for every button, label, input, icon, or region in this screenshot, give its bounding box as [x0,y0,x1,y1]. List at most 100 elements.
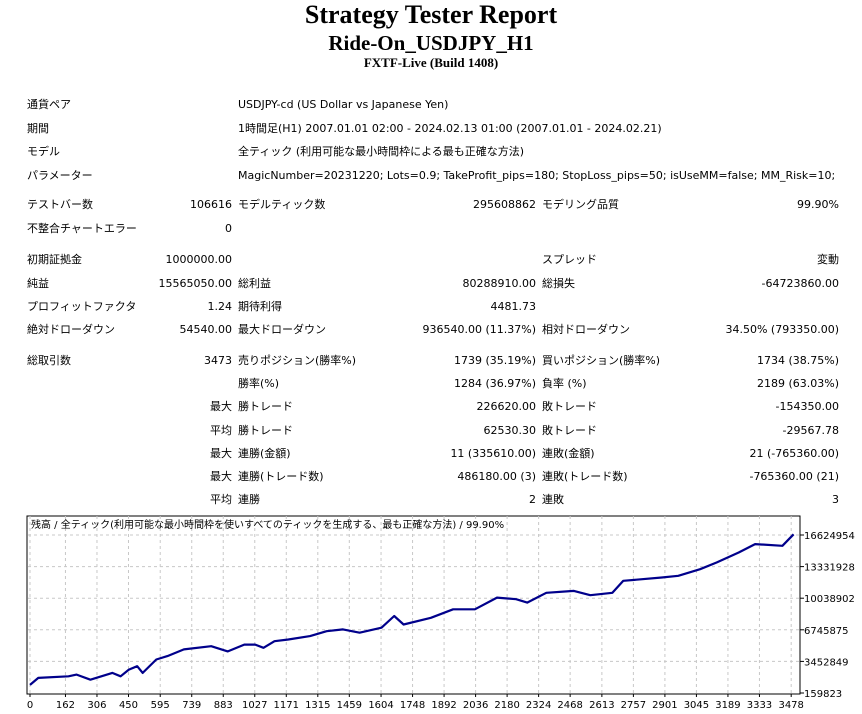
stat-label: 敗トレード [542,400,597,413]
x-tick-label: 1748 [400,700,425,711]
balance-chart: 159823 3452849 6745875 10038902 13331928 1662… [26,515,855,711]
stat-value: 1.24 [207,300,233,313]
stat-value: 平均 [210,424,232,437]
stat-label: 最大ドローダウン [238,323,326,336]
stat-value: 1739 (35.19%) [453,354,536,367]
stat-label: 不整合チャートエラー [27,222,137,235]
x-tick-label: 1892 [431,700,456,711]
stat-value: 15565050.00 [158,277,232,290]
x-tick-label: 2901 [652,700,677,711]
stat-label: 総利益 [238,277,271,290]
info-label: 通貨ペア [27,98,71,111]
x-tick-label: 2757 [621,700,646,711]
y-tick-label: 16624954 [804,531,855,542]
info-value: USDJPY-cd (US Dollar vs Japanese Yen) [238,98,449,111]
x-tick-label: 0 [27,700,33,711]
stat-label: 期待利得 [238,300,282,313]
stat-value: 80288910.00 [462,277,536,290]
stat-label: モデルティック数 [238,198,326,211]
stat-label: 総損失 [542,277,575,290]
x-tick-label: 3189 [715,700,740,711]
x-tick-label: 1604 [368,700,393,711]
stat-value: -29567.78 [782,424,839,437]
x-tick-label: 2324 [526,700,551,711]
stat-label: 勝トレード [238,400,293,413]
stat-value: 34.50% (793350.00) [725,323,839,336]
balance-line [29,533,795,686]
stat-label: 連勝(トレード数) [238,470,324,483]
stat-label: 売りポジション(勝率%) [238,354,357,367]
build-info: FXTF-Live (Build 1408) [363,55,499,70]
info-label: 期間 [27,122,49,135]
x-tick-label: 162 [56,700,75,711]
report-subtitle: Ride-On_USDJPY_H1 [328,31,534,55]
x-tick-label: 450 [119,700,138,711]
stat-value: 226620.00 [476,400,537,413]
stat-value: 3 [832,493,839,506]
stat-value: 62530.30 [483,424,537,437]
y-tick-label: 6745875 [804,626,849,637]
x-tick-label: 2036 [463,700,488,711]
x-tick-label: 595 [151,700,170,711]
stat-value: 平均 [210,493,232,506]
stat-label: 純益 [27,277,49,290]
stat-value: 295608862 [473,198,536,211]
info-value: 1時間足(H1) 2007.01.01 02:00 - 2024.02.13 0… [238,122,662,135]
stat-label: モデリング品質 [542,198,619,211]
stat-label: 連敗(トレード数) [542,470,628,483]
y-tick-label: 13331928 [804,563,855,574]
stat-value: 99.90% [797,198,839,211]
plot-frame [26,515,801,695]
stat-value: 1000000.00 [165,253,232,266]
y-tick-label: 159823 [804,689,842,700]
x-tick-label: 3333 [747,700,772,711]
stat-value: 54540.00 [179,323,233,336]
stat-value: 936540.00 (11.37%) [422,323,536,336]
info-label: モデル [27,145,60,158]
stat-value: -765360.00 (21) [749,470,839,483]
x-tick-label: 739 [182,700,201,711]
chart-title: 残高 / 全ティック(利用可能な最小時間枠を使いすべてのティックを生成する、最も… [31,518,504,531]
stat-label: 総取引数 [27,354,71,367]
stat-label: 相対ドローダウン [542,323,630,336]
info-label: パラメーター [27,169,93,182]
x-tick-label: 2468 [557,700,582,711]
stat-value: -64723860.00 [761,277,839,290]
x-tick-label: 3045 [684,700,709,711]
stat-label: 勝トレード [238,424,293,437]
stat-value: 2 [529,493,536,506]
stat-value: 21 (-765360.00) [749,447,839,460]
stat-value: -154350.00 [775,400,839,413]
stat-label: テストバー数 [27,198,93,211]
x-tick-label: 1459 [337,700,362,711]
stat-value: 0 [225,222,232,235]
stat-value: 486180.00 (3) [457,470,536,483]
x-tick-label: 1315 [305,700,330,711]
stat-label: 買いポジション(勝率%) [542,354,661,367]
stat-value: 11 (335610.00) [450,447,536,460]
info-value: MagicNumber=20231220; Lots=0.9; TakeProf… [238,169,836,182]
x-tick-label: 1171 [274,700,299,711]
stat-label: プロフィットファクタ [27,300,137,313]
stat-label: 負率 (%) [542,377,587,390]
stat-label: 初期証拠金 [27,253,82,266]
report-title: Strategy Tester Report [304,0,558,29]
y-tick-label: 3452849 [804,657,849,668]
x-tick-label: 2613 [589,700,614,711]
stat-value: 1734 (38.75%) [756,354,839,367]
stat-label: 連敗 [542,493,564,506]
stat-label: 連敗(金額) [542,447,595,460]
stat-label: 連勝(金額) [238,447,291,460]
stat-value: 2189 (63.03%) [756,377,839,390]
stat-label: 絶対ドローダウン [27,323,115,336]
stat-value: 1284 (36.97%) [453,377,536,390]
stat-label: スプレッド [542,253,597,266]
stat-value: 最大 [210,470,232,483]
stat-value: 最大 [210,400,232,413]
stat-label: 連勝 [238,493,260,506]
x-tick-label: 3478 [778,700,803,711]
info-value: 全ティック (利用可能な最小時間枠による最も正確な方法) [238,145,525,158]
x-tick-label: 883 [214,700,233,711]
stat-value: 4481.73 [490,300,537,313]
x-tick-label: 306 [87,700,106,711]
